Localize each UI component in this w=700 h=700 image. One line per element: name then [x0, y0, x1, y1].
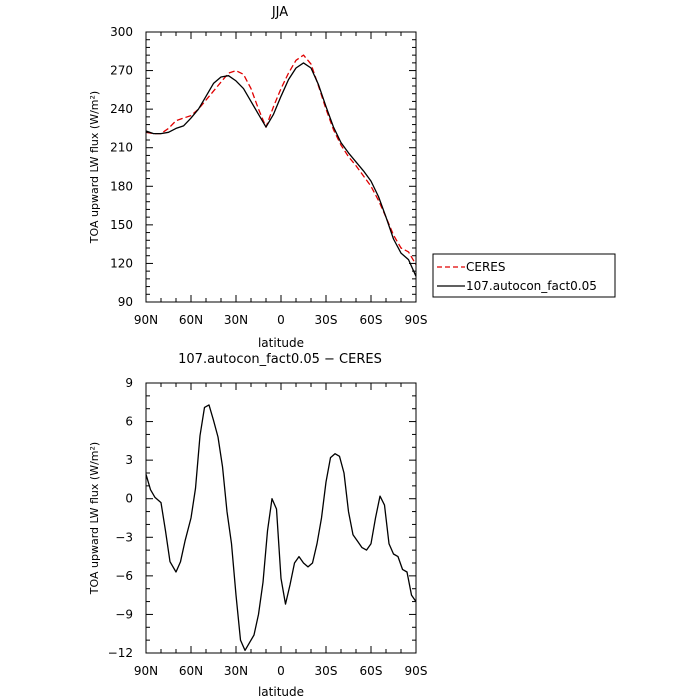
- x-tick-label: 90N: [134, 313, 158, 327]
- series-line-107-autocon-fact0-05: [145, 62, 417, 277]
- x-tick-label: 60N: [179, 313, 203, 327]
- y-tick-label: −3: [115, 530, 133, 544]
- bottom-series-layer: [145, 404, 417, 652]
- bottom-y-axis-label: TOA upward LW flux (W/m²): [88, 442, 101, 595]
- bottom-x-axis-label: latitude: [258, 685, 304, 699]
- y-tick-label: 180: [110, 179, 133, 193]
- y-tick-label: 300: [110, 25, 133, 39]
- top-y-axis-label: TOA upward LW flux (W/m²): [88, 91, 101, 244]
- x-tick-label: 60S: [360, 313, 383, 327]
- x-tick-label: 30S: [315, 664, 338, 678]
- top-panel: JJA 90N 60N 30N 0 30S 60S 90S 90 120 150 180 210 24…: [88, 5, 616, 350]
- top-chart-title: JJA: [271, 5, 288, 20]
- bottom-x-ticks: 90N 60N 30N 0 30S 60S 90S: [134, 383, 428, 678]
- y-tick-label: 210: [110, 141, 133, 155]
- x-tick-label: 60S: [360, 664, 383, 678]
- x-tick-label: 0: [277, 664, 285, 678]
- top-y-ticks: 90 120 150 180 210 240 270 300: [110, 25, 416, 309]
- x-tick-label: 60N: [179, 664, 203, 678]
- legend: CERES 107.autocon_fact0.05: [432, 253, 616, 298]
- top-x-axis-label: latitude: [258, 336, 304, 350]
- top-x-ticks: 90N 60N 30N 0 30S 60S 90S: [134, 32, 428, 327]
- y-tick-label: −9: [115, 607, 133, 621]
- y-tick-label: 90: [118, 295, 133, 309]
- top-plot-frame: [145, 31, 417, 303]
- y-tick-label: −6: [115, 569, 133, 583]
- y-tick-label: 120: [110, 256, 133, 270]
- bottom-panel: 107.autocon_fact0.05 − CERES 90N 60N 30N 0 3…: [88, 352, 427, 699]
- x-tick-label: 30N: [224, 313, 248, 327]
- series-line-ceres: [145, 54, 417, 266]
- x-tick-label: 0: [277, 313, 285, 327]
- y-tick-label: 0: [125, 492, 133, 506]
- y-tick-label: −12: [108, 646, 133, 660]
- y-tick-label: 3: [125, 453, 133, 467]
- y-tick-label: 6: [125, 415, 133, 429]
- y-tick-label: 270: [110, 64, 133, 78]
- x-tick-label: 90S: [405, 664, 428, 678]
- top-series-layer: [145, 54, 417, 277]
- y-tick-label: 150: [110, 218, 133, 232]
- y-tick-label: 240: [110, 102, 133, 116]
- legend-box: [432, 253, 616, 298]
- series-line-difference: [145, 404, 417, 652]
- x-tick-label: 30S: [315, 313, 338, 327]
- legend-label-model: 107.autocon_fact0.05: [466, 279, 597, 293]
- x-tick-label: 90S: [405, 313, 428, 327]
- bottom-chart-title: 107.autocon_fact0.05 − CERES: [178, 352, 382, 367]
- bottom-y-ticks: −12 −9 −6 −3 0 3 6 9: [108, 376, 416, 660]
- legend-label-ceres: CERES: [466, 260, 506, 274]
- x-tick-label: 30N: [224, 664, 248, 678]
- x-tick-label: 90N: [134, 664, 158, 678]
- y-tick-label: 9: [125, 376, 133, 390]
